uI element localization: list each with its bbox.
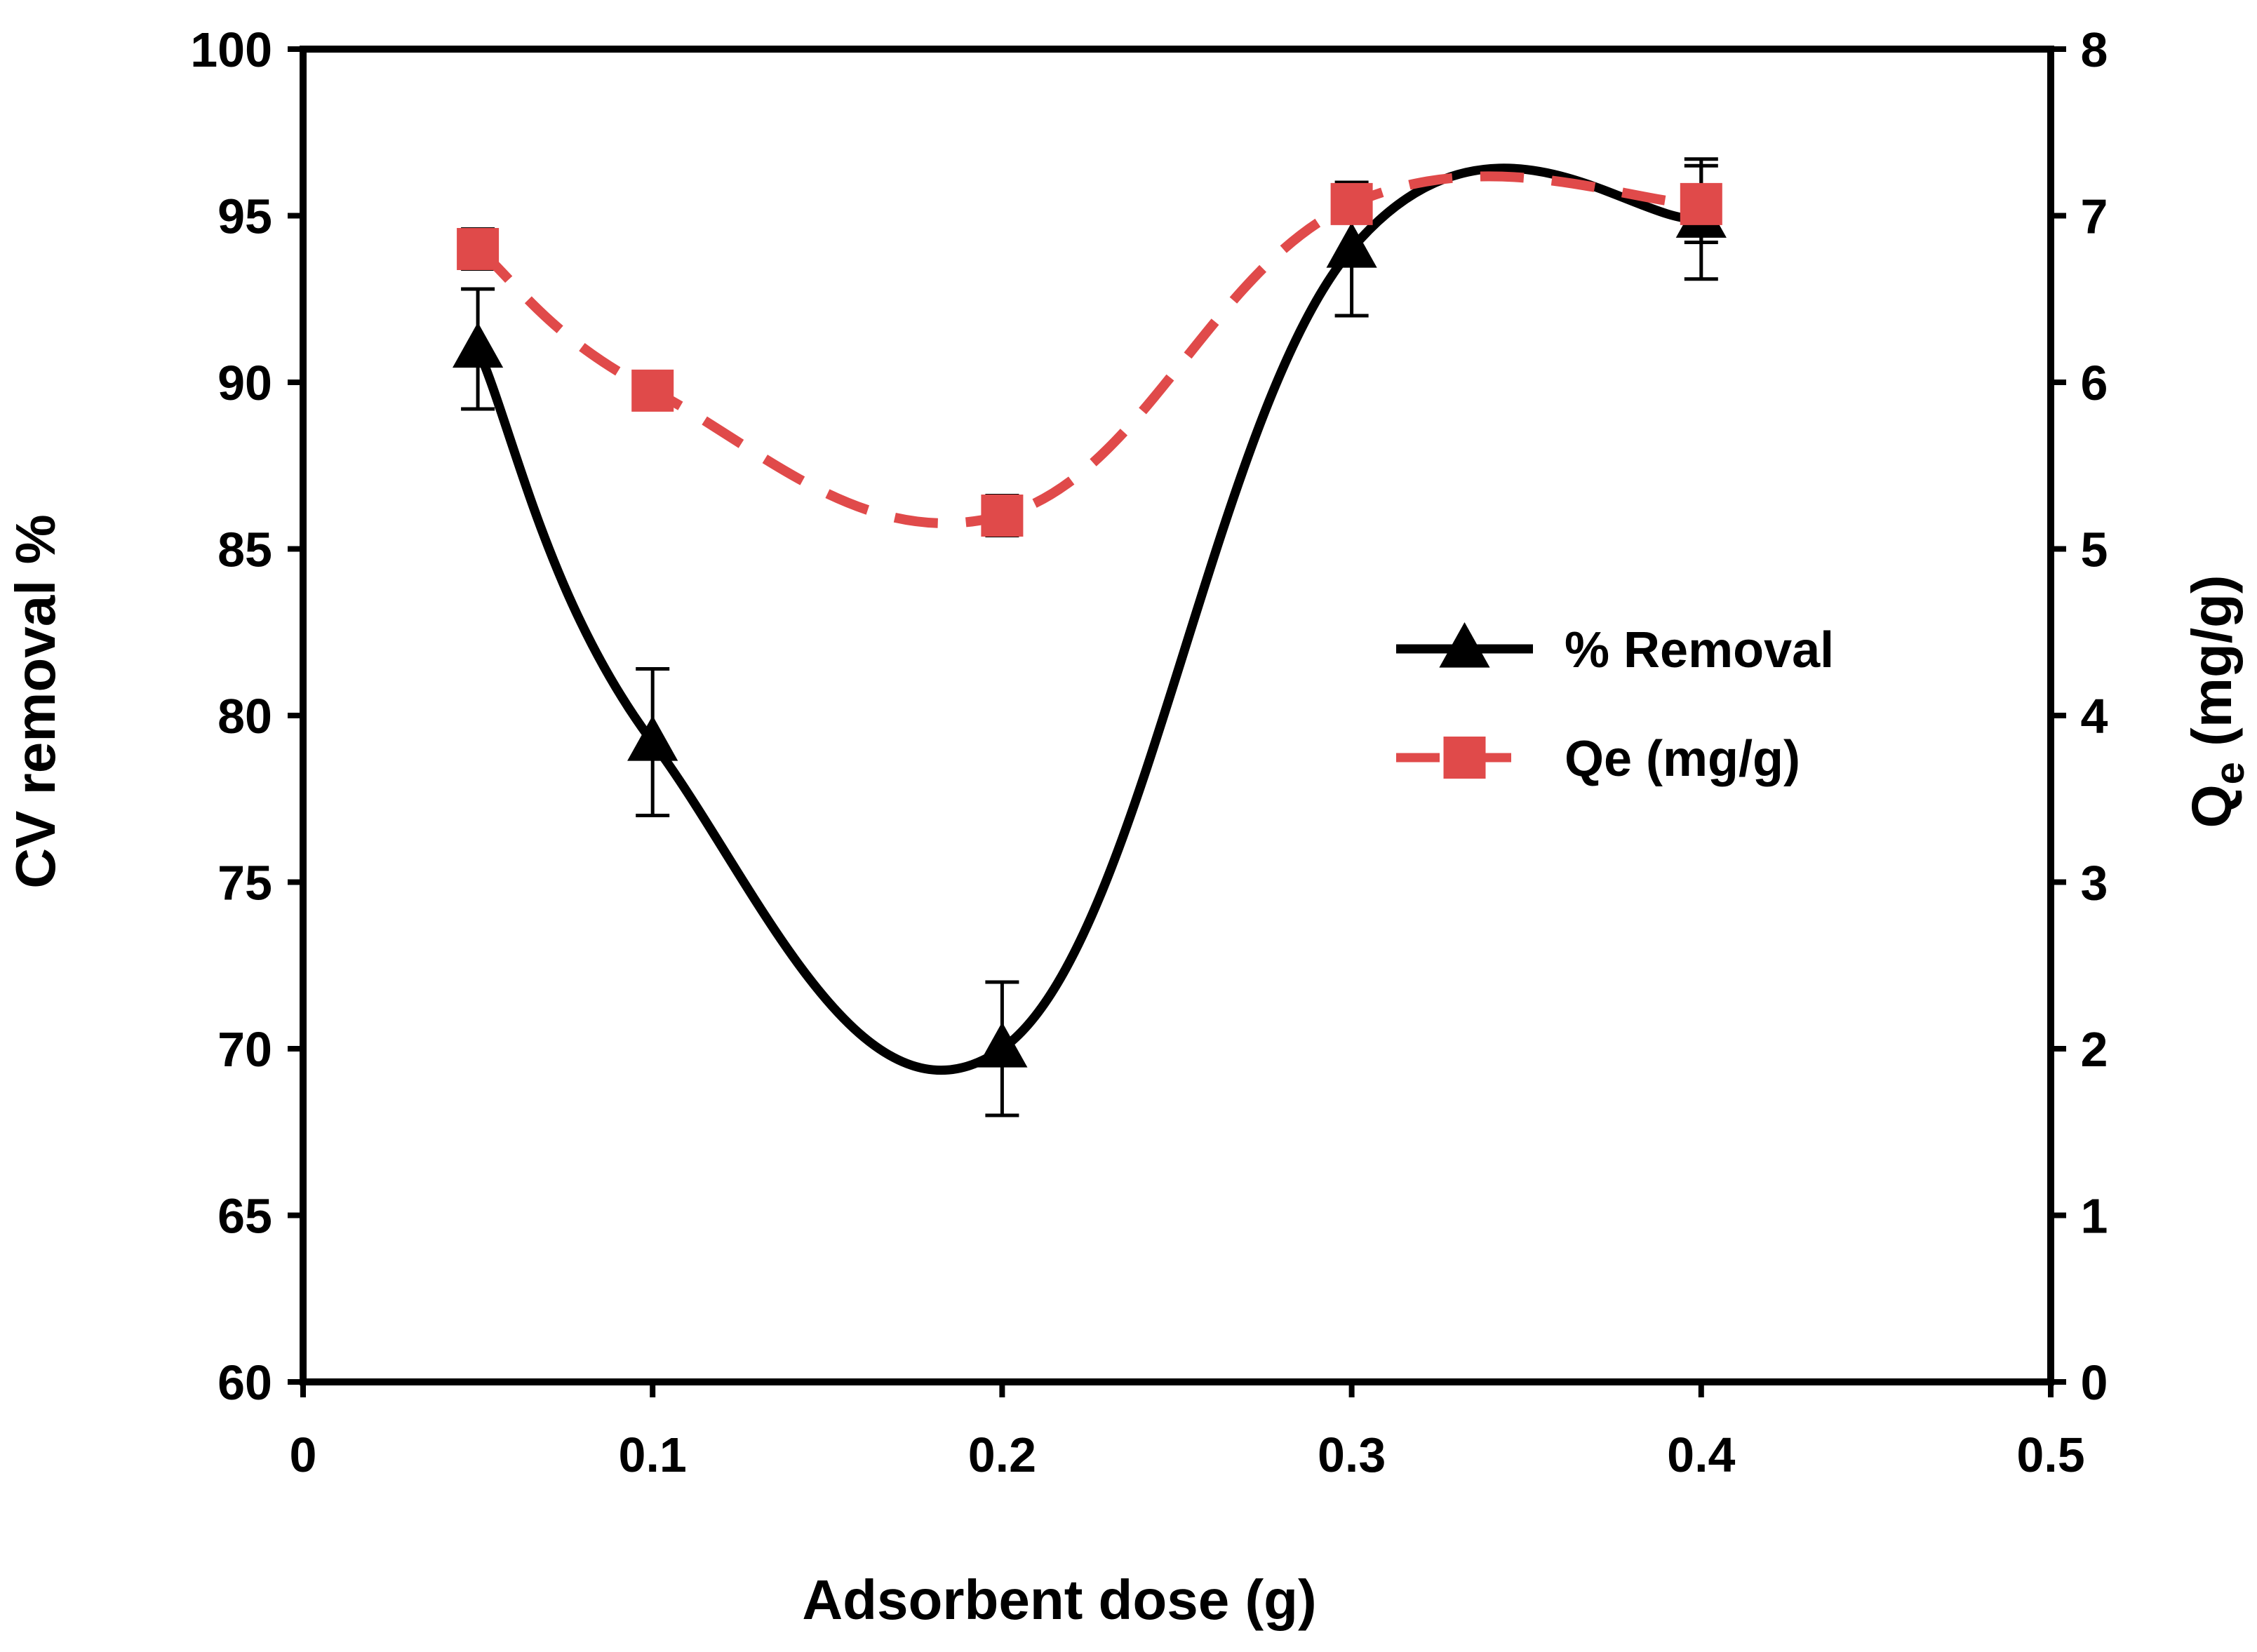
legend-label: Qe (mg/g) <box>1565 731 1800 787</box>
series-line <box>474 171 1701 528</box>
x-tick-label: 0.1 <box>619 1428 687 1482</box>
y-tick-label: 100 <box>190 22 272 77</box>
y2-tick-label: 1 <box>2081 1189 2108 1244</box>
y-axis-title: CV removal % <box>4 514 67 889</box>
data-point <box>1330 182 1373 225</box>
data-point <box>1680 182 1722 225</box>
x-axis-title: Adsorbent dose (g) <box>802 1569 1316 1631</box>
y2-tick-label: 4 <box>2081 689 2108 744</box>
y2-tick-label: 3 <box>2081 856 2108 911</box>
x-tick-label: 0.2 <box>968 1428 1036 1482</box>
legend-marker <box>1439 622 1490 668</box>
legend-marker <box>1443 737 1486 779</box>
x-tick-label: 0.5 <box>2016 1428 2084 1482</box>
y2-tick-label: 8 <box>2081 22 2108 77</box>
y2-tick-label: 7 <box>2081 189 2108 244</box>
y2-tick-label: 2 <box>2081 1022 2108 1077</box>
data-point <box>977 1022 1028 1068</box>
data-point <box>457 228 500 270</box>
data-point <box>1326 222 1377 268</box>
y2-axis-title-main: Q <box>2181 784 2243 828</box>
data-point <box>627 716 678 761</box>
series-qe <box>457 163 1722 537</box>
x-tick-label: 0.3 <box>1318 1428 1386 1482</box>
y2-tick-label: 5 <box>2081 523 2108 577</box>
y-tick-label: 60 <box>217 1355 272 1410</box>
x-tick-label: 0.4 <box>1667 1428 1735 1482</box>
y-tick-label: 65 <box>217 1189 272 1244</box>
x-tick-label: 0 <box>290 1428 317 1482</box>
y-tick-label: 95 <box>217 189 272 244</box>
y2-axis-title-sub: e <box>2207 762 2253 784</box>
legend-label: % Removal <box>1565 622 1834 678</box>
data-point <box>981 495 1024 537</box>
y2-tick-label: 6 <box>2081 356 2108 410</box>
y2-axis-title: Qe (mg/g) <box>2181 575 2253 828</box>
data-point <box>453 322 504 368</box>
y2-axis-title-rest: (mg/g) <box>2181 575 2243 762</box>
plot-frame <box>300 46 2054 1385</box>
y-tick-label: 75 <box>217 856 272 911</box>
series-line <box>474 163 1702 1075</box>
series-removal <box>453 157 1727 1117</box>
y-tick-label: 90 <box>217 356 272 410</box>
data-point <box>631 369 674 412</box>
y-tick-label: 80 <box>217 689 272 744</box>
y-tick-label: 85 <box>217 523 272 577</box>
y2-tick-label: 0 <box>2081 1355 2108 1410</box>
y-tick-label: 70 <box>217 1022 272 1077</box>
